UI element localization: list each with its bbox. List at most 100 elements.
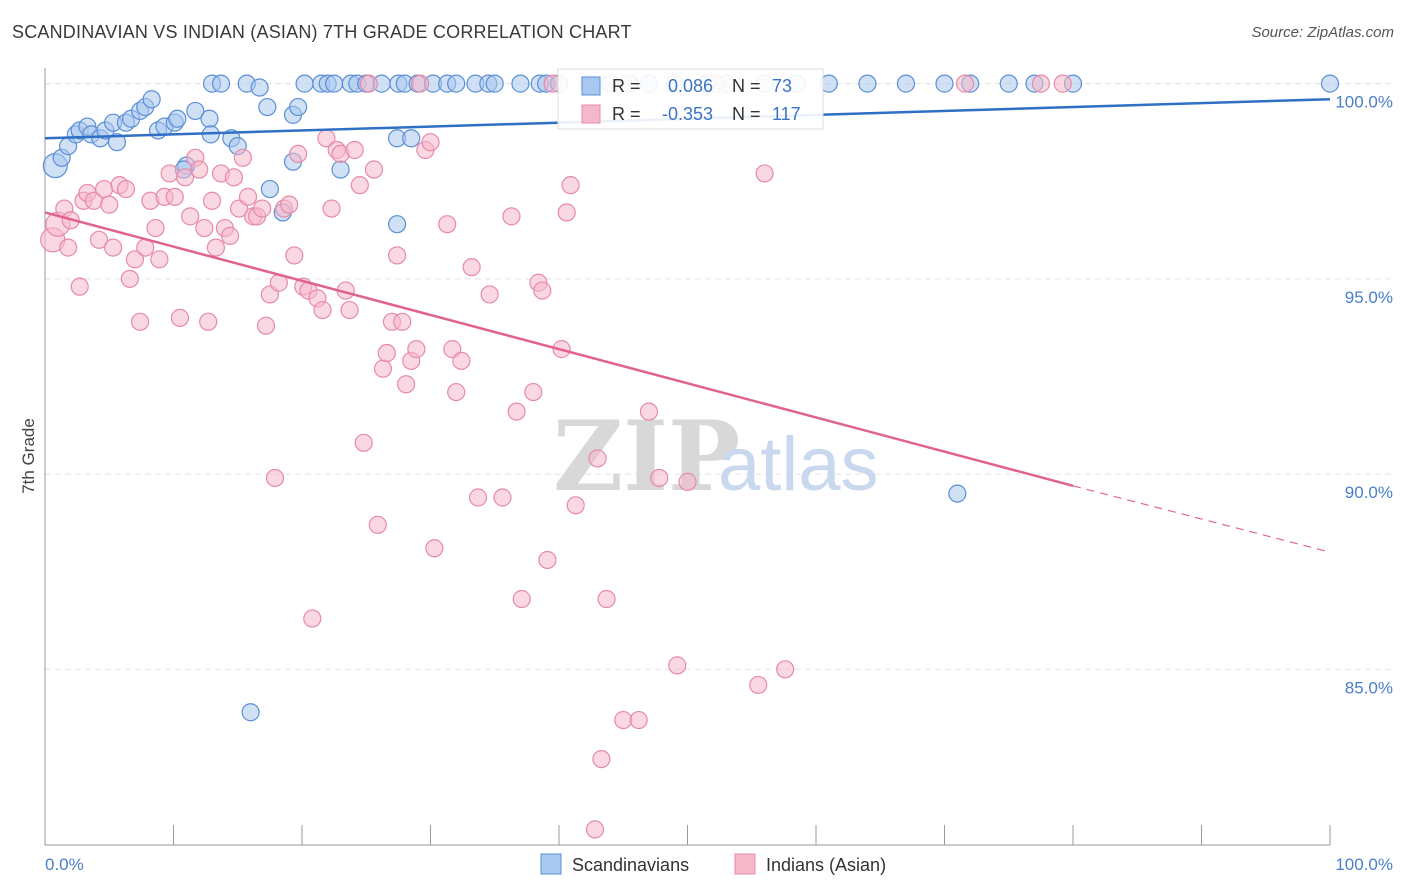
point-indian-33	[206, 238, 226, 257]
x-tick-label-1: 100.0%	[1335, 855, 1393, 874]
point-indian-85	[462, 258, 481, 277]
point-scandinavian-65	[935, 74, 954, 93]
point-indian-23	[160, 164, 179, 183]
point-indian-5	[70, 277, 89, 296]
point-indian-92	[524, 382, 543, 402]
grid	[45, 83, 1392, 670]
point-scandinavian-28	[250, 78, 269, 97]
point-indian-44	[256, 316, 276, 335]
point-indian-103	[592, 750, 611, 769]
point-indian-39	[233, 148, 252, 167]
point-indian-74	[396, 375, 416, 394]
point-indian-113	[749, 675, 768, 695]
legend-r-value-1: -0.353	[662, 104, 713, 124]
correlation-legend: R = 0.086 N = 73 R = -0.353 N = 117	[557, 68, 824, 130]
point-scandinavian-80	[948, 484, 967, 503]
point-indian-70	[377, 343, 396, 363]
point-indian-11	[100, 195, 119, 214]
point-scandinavian-73	[402, 129, 421, 148]
chart-title: SCANDINAVIAN VS INDIAN (ASIAN) 7TH GRADE…	[12, 22, 632, 42]
y-tick-label-0: 100.0%	[1335, 93, 1393, 112]
legend-n-label-1: N =	[732, 104, 761, 124]
point-indian-90	[507, 402, 526, 421]
legend-n-value-1: 117	[772, 104, 801, 124]
point-scandinavian-26	[211, 74, 231, 93]
series-legend: Scandinavians Indians (Asian)	[540, 853, 886, 875]
point-indian-14	[116, 179, 136, 199]
point-indian-24	[165, 187, 184, 206]
point-indian-63	[345, 140, 364, 160]
point-indian-111	[678, 472, 697, 491]
point-scandinavian-19	[168, 109, 187, 128]
point-indian-21	[150, 250, 169, 269]
legend-n-value-0: 73	[772, 76, 792, 96]
point-indian-17	[130, 312, 150, 331]
point-indian-29	[190, 160, 209, 179]
watermark: ZIP atlas	[553, 400, 879, 513]
point-indian-46	[265, 468, 285, 488]
point-indian-56	[313, 300, 332, 320]
point-indian-84	[452, 351, 471, 370]
point-scandinavian-29	[258, 97, 277, 117]
point-indian-76	[407, 340, 426, 359]
point-indian-43	[253, 199, 272, 218]
point-scandinavian-48	[485, 74, 504, 93]
point-indian-68	[368, 515, 387, 534]
point-scandinavian-21	[200, 109, 219, 128]
point-indian-66	[359, 74, 378, 93]
points	[40, 74, 1340, 839]
point-indian-109	[650, 468, 669, 488]
point-indian-72	[387, 246, 407, 265]
point-indian-15	[120, 269, 139, 288]
point-scandinavian-75	[331, 160, 350, 179]
point-indian-99	[561, 176, 580, 195]
point-scandinavian-64	[896, 74, 916, 93]
point-indian-88	[493, 488, 512, 507]
legend-n-label-0: N =	[732, 76, 761, 96]
y-tick-label-1: 95.0%	[1345, 288, 1393, 307]
point-indian-108	[639, 402, 659, 421]
point-indian-116	[955, 74, 975, 93]
point-indian-31	[199, 312, 218, 331]
legend-frame	[557, 68, 824, 130]
y-axis-label: 7th Grade	[19, 418, 38, 494]
point-indian-77	[411, 74, 430, 93]
point-indian-107	[629, 710, 648, 730]
point-indian-49	[280, 195, 299, 214]
point-scandinavian-20	[186, 101, 205, 121]
point-indian-12	[104, 238, 123, 257]
point-indian-81	[438, 215, 457, 234]
point-scandinavian-49	[511, 74, 530, 93]
point-indian-64	[350, 176, 369, 195]
point-scandinavian-67	[999, 74, 1018, 93]
point-indian-50	[285, 246, 304, 265]
point-indian-32	[202, 191, 222, 210]
legend-swatch-0	[581, 76, 601, 96]
point-indian-36	[220, 226, 240, 245]
trend-line-indians-extension	[1072, 485, 1331, 553]
point-indian-67	[364, 160, 384, 179]
bottom-legend-swatch-0	[540, 853, 562, 875]
source-label: Source: ZipAtlas.com	[1251, 24, 1394, 41]
point-indian-87	[480, 285, 499, 304]
point-indian-102	[588, 449, 607, 468]
point-scandinavian-70	[1320, 74, 1340, 93]
point-indian-80	[425, 539, 444, 558]
legend-r-label-1: R =	[612, 104, 641, 124]
point-indian-100	[566, 496, 585, 515]
point-scandinavian-81	[241, 703, 260, 722]
point-indian-79	[421, 133, 440, 152]
point-indian-27	[181, 207, 200, 226]
point-indian-94	[533, 281, 552, 300]
y-tick-label-2: 90.0%	[1345, 483, 1393, 502]
point-indian-26	[175, 168, 195, 187]
watermark-atlas: atlas	[718, 422, 879, 507]
point-indian-9	[89, 230, 109, 249]
point-scandinavian-35	[325, 74, 344, 93]
legend-swatch-1	[581, 104, 601, 124]
bottom-legend-swatch-1	[734, 853, 756, 875]
point-indian-73	[393, 312, 412, 331]
point-scandinavian-78	[260, 179, 279, 199]
point-scandinavian-32	[295, 74, 314, 93]
point-indian-69	[373, 359, 393, 378]
